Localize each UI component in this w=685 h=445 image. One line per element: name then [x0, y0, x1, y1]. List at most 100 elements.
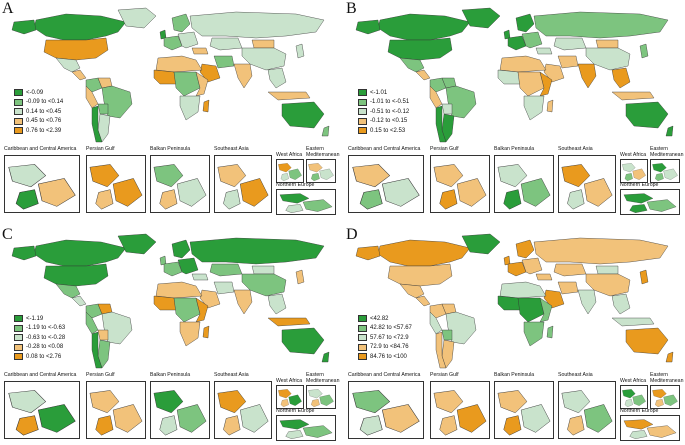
inset-region	[223, 189, 241, 210]
inset-maps: Caribbean and Central America Persian Gul…	[0, 371, 340, 445]
country-japan	[639, 269, 649, 285]
inset-title-southeast_asia: Southeast Asia	[214, 372, 249, 378]
country-iran	[557, 55, 579, 69]
inset-title-balkan: Balkan Peninsula	[150, 372, 191, 378]
inset-region	[381, 178, 420, 207]
legend-entry: -0.12 to <0.15	[358, 117, 409, 127]
inset-region	[622, 389, 636, 399]
country-safrica	[179, 95, 201, 121]
inset-region	[302, 199, 333, 212]
legend-entry: 0.45 to <0.76	[14, 117, 63, 127]
country-kazak	[553, 263, 587, 277]
country-turkey	[191, 273, 209, 281]
inset-region	[520, 404, 551, 433]
country-australia	[625, 327, 669, 355]
legend-label: -1.19 to <-0.63	[26, 325, 66, 332]
map-legend: <-1.19 -1.19 to <-0.63 -0.63 to <-0.28 -0.2…	[14, 314, 65, 362]
country-westeu	[507, 35, 527, 51]
inset-box-balkan	[494, 155, 554, 213]
country-mongolia	[251, 39, 275, 49]
country-india	[233, 289, 253, 315]
legend-label: 57.67 to <72.9	[370, 334, 409, 341]
inset-title-persian_gulf: Persian Gulf	[86, 146, 115, 152]
country-madag	[202, 99, 210, 113]
inset-title-eastern_med: Eastern Mediterranean	[306, 146, 340, 158]
legend-label: -0.28 to <0.08	[26, 344, 64, 351]
inset-box-caribbean	[4, 155, 80, 213]
legend-entry: -1.01 to <-0.51	[358, 98, 409, 108]
inset-region	[652, 163, 667, 173]
legend-swatch	[14, 324, 23, 332]
country-australia	[281, 101, 325, 129]
inset-region	[646, 199, 677, 212]
inset-region	[652, 389, 667, 399]
legend-entry: <-0.09	[14, 88, 63, 98]
inset-title-southeast_asia: Southeast Asia	[558, 372, 593, 378]
inset-box-northern_europe	[620, 415, 680, 441]
country-westeu	[163, 261, 183, 277]
country-arabia	[199, 289, 221, 309]
map-panel-c: C <-1.19 -1.19 to <-0.63 -0.63 to <-0.28 -0.…	[0, 226, 340, 445]
country-nafrica	[155, 281, 203, 299]
legend-swatch	[358, 353, 367, 361]
country-centam	[71, 295, 87, 307]
country-indonesia	[267, 317, 311, 327]
country-centam	[71, 69, 87, 81]
legend-swatch	[14, 117, 23, 125]
legend-label: <42.82	[370, 315, 389, 322]
inset-region	[503, 189, 522, 210]
inset-region	[623, 193, 654, 204]
country-iran	[213, 281, 235, 295]
inset-box-west_africa	[276, 159, 304, 183]
country-usa	[387, 37, 453, 61]
inset-region	[8, 164, 47, 188]
inset-region	[622, 163, 636, 173]
legend-entry: -0.51 to <-0.12	[358, 107, 409, 117]
inset-region	[37, 404, 76, 433]
panel-letter: A	[2, 0, 14, 17]
country-nafrica	[155, 55, 203, 73]
inset-region	[433, 164, 464, 188]
inset-region	[632, 394, 646, 406]
inset-region	[632, 168, 646, 180]
inset-region	[153, 390, 184, 414]
map-panel-a: A <-0.09 -0.09 to <0.14 0.14 to <0.45 0.45 t…	[0, 0, 340, 219]
legend-swatch	[358, 117, 367, 125]
country-safrica	[523, 95, 545, 121]
country-cafrica	[173, 71, 201, 97]
country-seasia	[611, 293, 631, 315]
legend-label: 0.45 to <0.76	[26, 118, 62, 125]
legend-swatch	[358, 127, 367, 135]
legend-label: 84.76 to <100	[370, 353, 407, 360]
country-greenland	[117, 233, 157, 255]
country-japan	[295, 269, 305, 285]
country-china	[585, 47, 631, 71]
country-wafrica	[153, 69, 177, 85]
inset-title-eastern_med: Eastern Mediterranean	[650, 146, 684, 158]
legend-swatch	[14, 343, 23, 351]
inset-box-persian_gulf	[430, 155, 490, 213]
legend-label: 0.08 to <2.76	[26, 353, 62, 360]
country-wafrica	[497, 69, 521, 85]
country-alaska	[355, 245, 381, 261]
inset-region	[352, 390, 391, 414]
inset-region	[433, 390, 464, 414]
inset-title-persian_gulf: Persian Gulf	[430, 372, 459, 378]
country-madag	[202, 325, 210, 339]
country-peru	[85, 311, 99, 335]
inset-box-southeast_asia	[214, 381, 272, 439]
inset-region	[8, 390, 47, 414]
country-kazak	[209, 263, 243, 277]
inset-box-eastern_med	[306, 385, 336, 409]
inset-region	[359, 415, 383, 436]
inset-box-eastern_med	[306, 159, 336, 183]
map-legend: <42.82 42.82 to <57.67 57.67 to <72.9 72.9 …	[358, 314, 412, 362]
inset-region	[89, 164, 120, 188]
inset-region	[302, 425, 333, 438]
country-japan	[295, 43, 305, 59]
inset-title-west_africa: West Africa	[276, 152, 303, 158]
country-turkey	[535, 47, 553, 55]
world-map	[11, 7, 330, 143]
country-iran	[213, 55, 235, 69]
inset-region	[655, 173, 664, 182]
